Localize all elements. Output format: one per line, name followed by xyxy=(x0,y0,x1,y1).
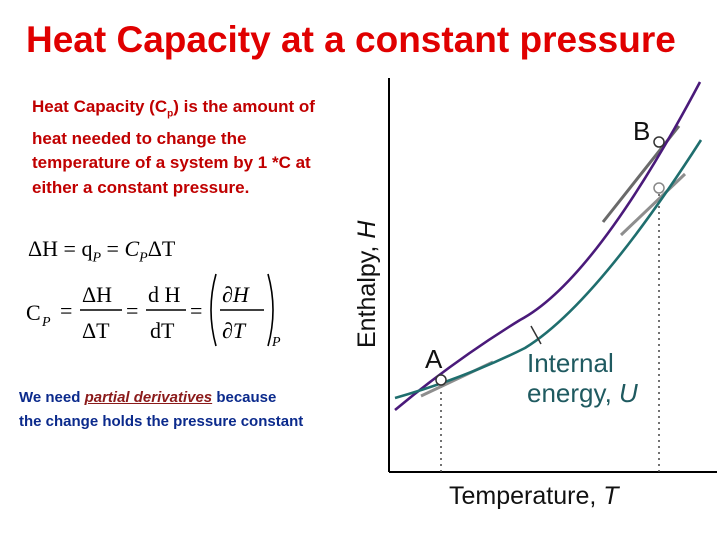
point-b xyxy=(653,136,665,148)
frac1-num: ΔH xyxy=(82,282,112,307)
eq1-end: ΔT xyxy=(147,236,176,261)
internal-energy-label-line1: Internal xyxy=(527,348,614,378)
enthalpy-curve xyxy=(394,81,702,411)
equation-enthalpy-change: ΔH = qP = CPΔT xyxy=(28,236,175,266)
frac2-den: dT xyxy=(150,318,175,343)
eq2-c-sub: P xyxy=(41,315,51,330)
eq2-outer-sub: P xyxy=(271,335,281,350)
definition-subscript: p xyxy=(167,108,174,120)
eq2-equals-1: = xyxy=(60,298,72,323)
eq2-c: C xyxy=(26,300,41,325)
left-paren xyxy=(210,273,217,347)
eq1-sub2: P xyxy=(139,250,148,266)
eq1-lhs: ΔH = q xyxy=(28,236,93,261)
frac3-num: ∂H xyxy=(222,282,250,307)
eq1-c: C xyxy=(124,236,140,261)
x-axis-label: Temperature, T xyxy=(449,482,620,510)
point-b-label: B xyxy=(633,116,650,146)
right-paren xyxy=(267,273,274,347)
eq2-equals-3: = xyxy=(190,298,202,323)
y-axis-label: Enthalpy, H xyxy=(353,220,381,348)
frac3-den: ∂T xyxy=(222,318,247,343)
definition-line1-suffix: ) is the xyxy=(173,97,229,116)
point-a-label: A xyxy=(425,344,443,374)
note-line2: the change holds the pressure constant xyxy=(19,413,304,430)
eq1-mid: = xyxy=(101,236,125,261)
point-a xyxy=(435,374,447,386)
tangent-u xyxy=(619,172,687,237)
point-u xyxy=(653,182,665,194)
definition-line1-prefix: Heat Capacity (C xyxy=(32,97,168,116)
slide-title: Heat Capacity at a constant pressure xyxy=(26,19,676,60)
enthalpy-temperature-diagram: Enthalpy, H Temperature, T A B Internal … xyxy=(353,78,717,510)
eq2-equals-2: = xyxy=(126,298,138,323)
note-suffix: because xyxy=(212,389,277,406)
equation-heat-capacity: C P = ΔH ΔT = d H dT = ∂H ∂T P xyxy=(26,273,281,350)
partial-derivatives-note: We need partial derivatives because the … xyxy=(19,386,346,434)
frac1-den: ΔT xyxy=(82,318,110,343)
definition-rest: amount of heat needed to change the temp… xyxy=(32,97,315,197)
note-prefix: We need xyxy=(19,389,85,406)
frac2-num: d H xyxy=(148,282,181,307)
eq1-sub1: P xyxy=(92,250,102,266)
internal-energy-pointer xyxy=(530,325,542,345)
internal-energy-label-line2: energy, U xyxy=(527,378,638,408)
note-emphasis: partial derivatives xyxy=(84,389,213,406)
definition-text: Heat Capacity (Cp) is the amount of heat… xyxy=(32,95,332,200)
